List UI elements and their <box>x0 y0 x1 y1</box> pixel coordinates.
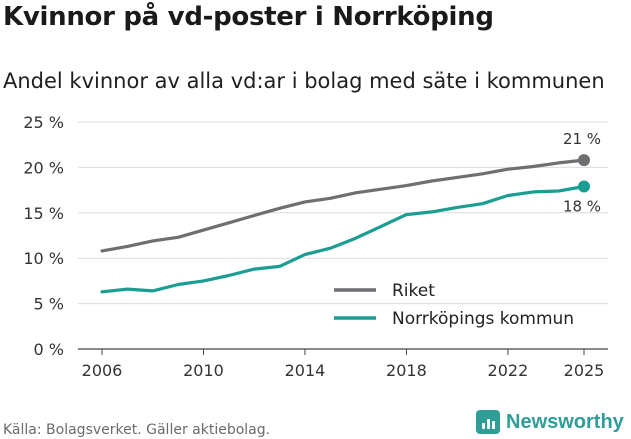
x-tick-label: 2006 <box>82 361 123 380</box>
series-end-label-0: 21 % <box>563 130 601 148</box>
x-tick-label: 2010 <box>183 361 224 380</box>
legend-label-0: Riket <box>392 281 435 301</box>
series-end-label-1: 18 % <box>563 197 601 215</box>
x-axis-ticks: 2006 2010 2014 2018 2022 2025 <box>82 349 605 380</box>
y-tick-label: 5 % <box>34 295 64 314</box>
gridlines <box>78 121 608 350</box>
x-tick-label: 2025 <box>564 361 605 380</box>
newsworthy-logo-icon <box>476 410 500 434</box>
series-line-1 <box>100 184 586 294</box>
chart-title: Kvinnor på vd-poster i Norrköping <box>3 2 494 32</box>
x-tick-label: 2018 <box>386 361 427 380</box>
line-chart: 0 %5 %10 %15 %20 %25 % 2006 2010 2014 2018 2… <box>23 113 608 380</box>
x-tick-label: 2022 <box>488 361 529 380</box>
chart-subtitle: Andel kvinnor av alla vd:ar i bolag med … <box>3 69 605 93</box>
y-tick-label: 20 % <box>23 158 64 177</box>
y-tick-label: 0 % <box>34 340 64 359</box>
series-lines: 21 % 18 % <box>100 130 601 294</box>
source-note: Källa: Bolagsverket. Gäller aktiebolag. <box>3 422 271 438</box>
legend: Riket Norrköpings kommun <box>334 281 574 329</box>
series-end-point-1 <box>578 180 590 193</box>
brand-name: Newsworthy <box>506 410 624 433</box>
y-tick-label: 10 % <box>23 249 64 268</box>
brand: Newsworthy <box>476 408 624 436</box>
series-end-point-0 <box>578 154 590 167</box>
x-tick-label: 2014 <box>285 361 326 380</box>
y-tick-label: 25 % <box>23 113 64 132</box>
y-tick-label: 15 % <box>23 204 64 223</box>
legend-label-1: Norrköpings kommun <box>392 309 574 329</box>
series-line-0 <box>100 158 586 253</box>
y-axis-ticks: 0 % 5 % 10 % 15 % 20 % 25 % <box>23 113 64 359</box>
